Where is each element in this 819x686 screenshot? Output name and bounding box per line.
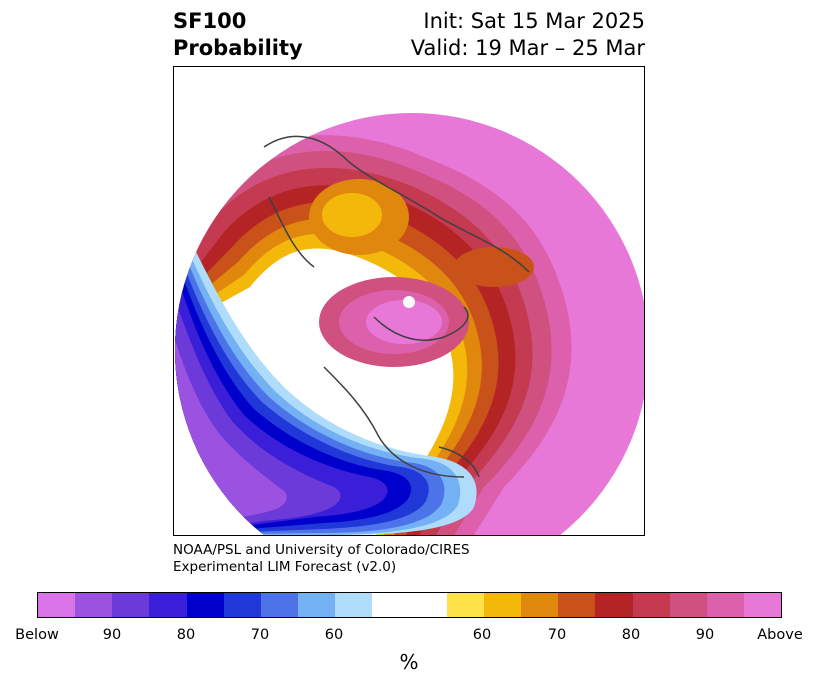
colorbar-swatch bbox=[186, 593, 224, 617]
colorbar-swatch bbox=[632, 593, 670, 617]
colorbar-swatch bbox=[260, 593, 299, 617]
colorbar-swatch bbox=[446, 593, 484, 617]
colorbar-tick-label: 60 bbox=[472, 627, 492, 643]
colorbar-swatch bbox=[595, 593, 633, 617]
colorbar-swatch bbox=[223, 593, 261, 617]
colorbar-tick-label: 70 bbox=[250, 627, 270, 643]
credit-line-2: Experimental LIM Forecast (v2.0) bbox=[173, 559, 397, 575]
pole-marker bbox=[403, 296, 415, 308]
credit-text: NOAA/PSL and University of Colorado/CIRE… bbox=[173, 542, 470, 576]
colorbar-swatch bbox=[521, 593, 559, 617]
title-line-2: Probability bbox=[173, 36, 303, 60]
colorbar-swatch bbox=[75, 593, 113, 617]
colorbar-swatch bbox=[409, 593, 447, 617]
colorbar-swatch bbox=[706, 593, 744, 617]
credit-line-1: NOAA/PSL and University of Colorado/CIRE… bbox=[173, 542, 470, 558]
colorbar-tick-label: 80 bbox=[176, 627, 196, 643]
colorbar-swatch bbox=[743, 593, 782, 617]
colorbar-swatch bbox=[298, 593, 336, 617]
colorbar-swatch bbox=[483, 593, 522, 617]
colorbar-tick-label: Above bbox=[757, 627, 803, 643]
coastlines bbox=[263, 135, 530, 478]
colorbar-tick-label: 90 bbox=[695, 627, 715, 643]
probability-field bbox=[175, 113, 644, 535]
colorbar-tick-label: 80 bbox=[621, 627, 641, 643]
colorbar-tick-label: 60 bbox=[324, 627, 344, 643]
colorbar-swatch bbox=[38, 593, 76, 617]
colorbar-swatch bbox=[372, 593, 410, 617]
init-date: Init: Sat 15 Mar 2025 bbox=[423, 9, 645, 33]
colorbar-swatch bbox=[669, 593, 707, 617]
title-variable: SF100 Probability bbox=[173, 8, 303, 62]
map-panel bbox=[173, 66, 645, 536]
colorbar-tick-label: 70 bbox=[547, 627, 567, 643]
colorbar-swatch bbox=[112, 593, 150, 617]
colorbar bbox=[37, 592, 782, 618]
colorbar-swatch bbox=[149, 593, 187, 617]
colorbar-swatch bbox=[335, 593, 373, 617]
colorbar-tick-label: 90 bbox=[102, 627, 122, 643]
polar-map bbox=[175, 113, 644, 535]
colorbar-tick-label: Below bbox=[15, 627, 59, 643]
title-line-1: SF100 bbox=[173, 9, 247, 33]
valid-range: Valid: 19 Mar – 25 Mar bbox=[410, 36, 645, 60]
colorbar-unit: % bbox=[399, 650, 419, 674]
title-dates: Init: Sat 15 Mar 2025 Valid: 19 Mar – 25… bbox=[411, 8, 645, 62]
colorbar-swatch bbox=[558, 593, 596, 617]
